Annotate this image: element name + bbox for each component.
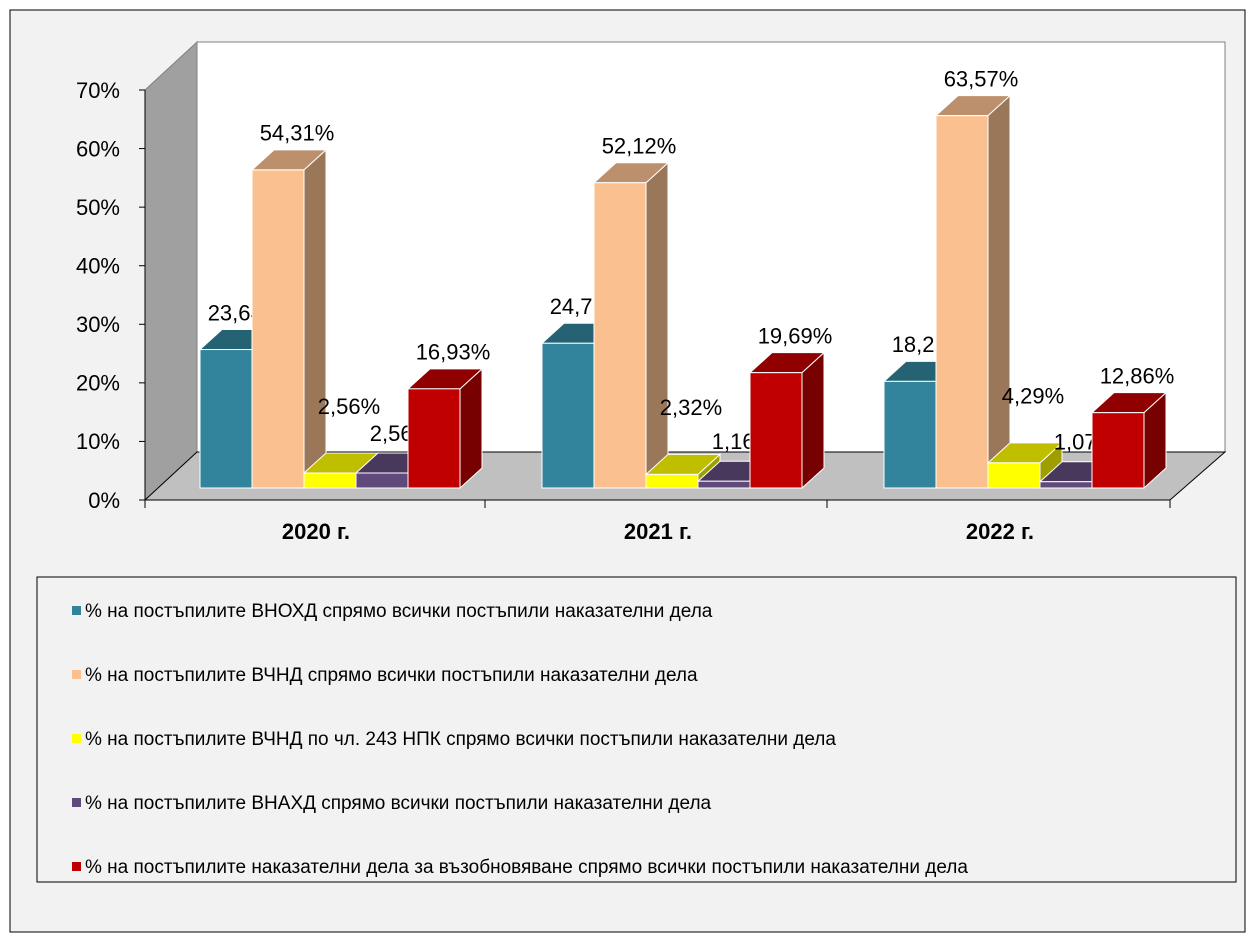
legend-label: % на постъпилите ВНОХД спрямо всички пос…: [85, 601, 713, 622]
bar: [303, 472, 357, 489]
data-label: 52,12%: [602, 134, 677, 159]
legend-marker: [72, 670, 81, 679]
data-label: 12,86%: [1100, 363, 1175, 388]
bar-side: [459, 367, 483, 490]
bar: [407, 388, 461, 489]
bar-side: [645, 161, 669, 490]
bar-side: [303, 148, 327, 490]
y-tick-label: 60%: [76, 136, 120, 161]
data-label: 19,69%: [758, 323, 833, 348]
data-label: 4,29%: [1002, 384, 1064, 409]
legend-marker: [72, 862, 81, 871]
bar: [749, 372, 803, 489]
bar: [199, 349, 253, 489]
x-tick-label: 2020 г.: [282, 519, 350, 544]
bar-side: [987, 94, 1011, 490]
data-label: 16,93%: [416, 340, 491, 365]
bar: [935, 115, 989, 489]
y-tick-label: 70%: [76, 78, 120, 103]
side-wall: [144, 40, 198, 502]
bar: [1091, 412, 1145, 489]
y-tick-label: 20%: [76, 371, 120, 396]
y-tick-label: 50%: [76, 195, 120, 220]
bar: [987, 462, 1041, 489]
data-label: 54,31%: [260, 121, 335, 146]
back-wall: [196, 41, 1226, 453]
legend-label: % на постъпилите ВЧНД спрямо всички пост…: [85, 665, 698, 686]
x-tick-label: 2021 г.: [624, 519, 692, 544]
y-tick-label: 10%: [76, 429, 120, 454]
bar: [1039, 481, 1093, 489]
legend-marker: [72, 798, 81, 807]
x-tick-label: 2022 г.: [966, 519, 1034, 544]
legend: [36, 576, 1237, 883]
legend-label: % на постъпилите ВЧНД по чл. 243 НПК спр…: [85, 729, 836, 750]
data-label: 2,32%: [660, 395, 722, 420]
legend-marker: [72, 606, 81, 615]
y-tick-label: 0%: [88, 488, 120, 513]
y-tick-label: 40%: [76, 254, 120, 279]
bar: [541, 342, 595, 489]
bar: [883, 380, 937, 489]
bar: [645, 473, 699, 489]
bar: [251, 169, 305, 489]
bar: [697, 480, 751, 489]
y-tick-label: 30%: [76, 312, 120, 337]
bar: [355, 472, 409, 489]
bar: [593, 182, 647, 489]
bar-side: [801, 351, 825, 490]
legend-marker: [72, 734, 81, 743]
data-label: 63,57%: [944, 66, 1019, 91]
legend-label: % на постъпилите наказателни дела за въз…: [85, 857, 968, 878]
data-label: 2,56%: [318, 394, 380, 419]
legend-label: % на постъпилите ВНАХД спрямо всички пос…: [85, 793, 712, 814]
